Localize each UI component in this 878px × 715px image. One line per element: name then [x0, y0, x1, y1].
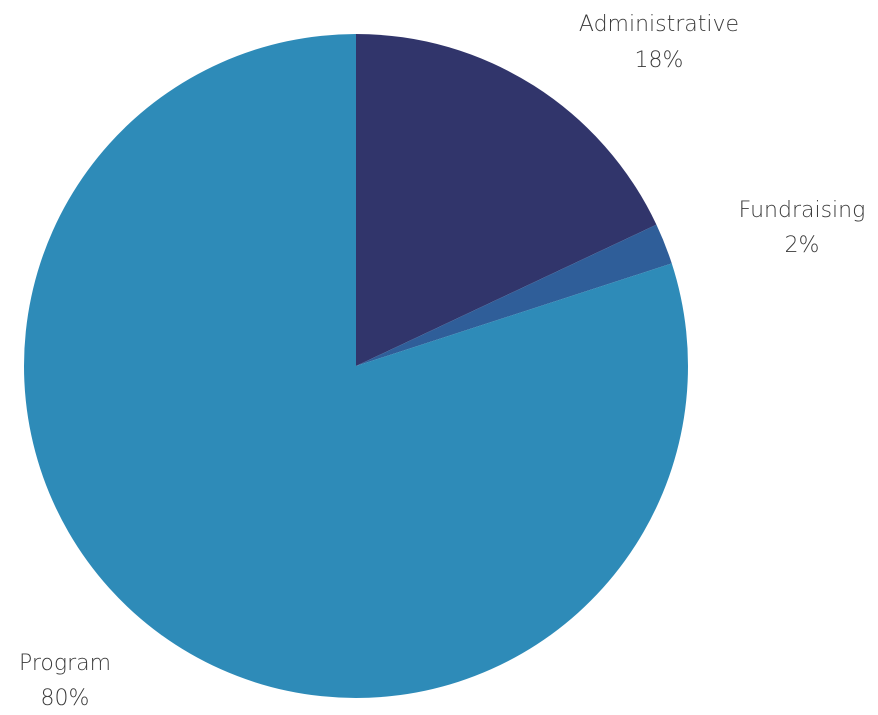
- pie-slice-program: [23, 34, 688, 698]
- label-administrative-name: Administrative: [579, 12, 739, 37]
- label-fundraising-name: Fundraising: [739, 198, 866, 223]
- label-program-value: 80%: [41, 686, 90, 711]
- pie-slice-fundraising: [356, 224, 672, 366]
- label-fundraising-value: 2%: [785, 233, 820, 258]
- label-administrative-value: 18%: [635, 48, 684, 73]
- label-program-name: Program: [19, 651, 111, 676]
- pie-slices: [23, 34, 688, 698]
- pie-slice-administrative: [356, 34, 657, 366]
